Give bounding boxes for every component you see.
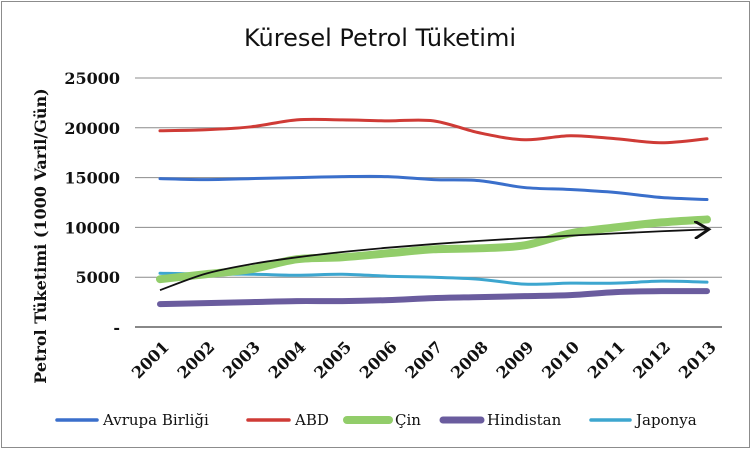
legend-label-japonya: Japonya xyxy=(634,411,697,429)
x-tick-label-2006: 2006 xyxy=(356,337,401,382)
legend-label-hindistan: Hindistan xyxy=(487,411,562,429)
x-tick-label-2007: 2007 xyxy=(401,337,446,382)
trendline-layer xyxy=(159,229,707,291)
x-tick-label-2011: 2011 xyxy=(584,337,629,382)
x-tick-label-2001: 2001 xyxy=(128,337,173,382)
x-tick-label-2003: 2003 xyxy=(219,337,264,382)
x-tick-label-2002: 2002 xyxy=(173,337,218,382)
x-tick-label-2012: 2012 xyxy=(629,337,674,382)
y-tick-label-2: 10000 xyxy=(64,218,120,237)
x-tick-label-2009: 2009 xyxy=(493,337,538,382)
legend-label-cin: Çin xyxy=(395,411,421,429)
x-tick-label-2005: 2005 xyxy=(310,337,355,382)
series-line-japonya xyxy=(158,271,709,286)
y-tick-label-3: 15000 xyxy=(64,169,120,188)
y-tick-label-5: 25000 xyxy=(64,69,120,88)
series-line-avrupa-birligi xyxy=(158,174,709,202)
legend-label-abd: ABD xyxy=(294,411,329,429)
x-tick-label-2010: 2010 xyxy=(538,337,583,382)
y-tick-label-1: 5000 xyxy=(75,268,120,287)
x-tick-label-2008: 2008 xyxy=(447,337,492,382)
series-line-hindistan xyxy=(157,288,710,308)
series-line-abd xyxy=(158,117,709,145)
y-axis-label: Petrol Tüketimi (1000 Varil/Gün) xyxy=(31,88,50,383)
series-line-cin xyxy=(156,215,711,284)
legend: Avrupa Birliği ABD Çin Hindistan Japonya xyxy=(55,411,697,429)
x-tick-label-2004: 2004 xyxy=(265,337,310,382)
series-layer xyxy=(156,117,711,308)
y-axis-ticks: - 5000 10000 15000 20000 25000 xyxy=(64,69,120,337)
y-tick-label-4: 20000 xyxy=(64,119,120,138)
x-tick-label-2013: 2013 xyxy=(675,337,720,382)
legend-label-avrupa-birligi: Avrupa Birliği xyxy=(102,411,209,429)
x-axis-ticks: 2001 2002 2003 2004 2005 2006 2007 2008 2009 2010… xyxy=(128,337,720,382)
chart-title: Küresel Petrol Tüketimi xyxy=(244,24,516,52)
trendline-arrow xyxy=(159,229,707,291)
y-tick-label-0: - xyxy=(113,318,120,337)
